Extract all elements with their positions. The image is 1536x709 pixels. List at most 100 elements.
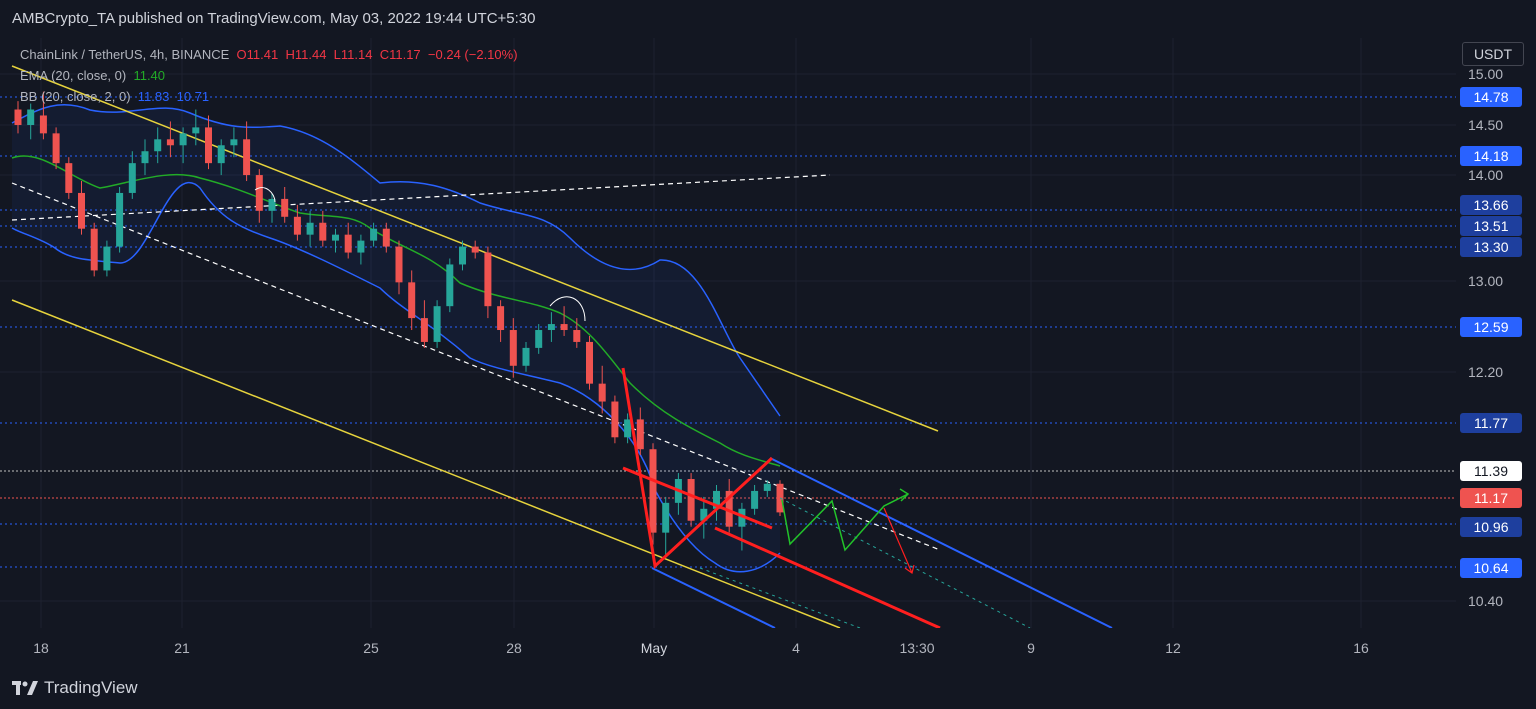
time-tick: 25 <box>363 640 379 656</box>
candle-body <box>116 192 124 247</box>
candle-body <box>179 133 187 146</box>
candle-body <box>662 502 670 533</box>
candle-body <box>700 508 708 521</box>
publisher-text: AMBCrypto_TA published on TradingView.co… <box>12 10 536 27</box>
price-tick: 10.40 <box>1468 593 1504 609</box>
time-tick: 13:30 <box>899 640 935 656</box>
price-tick: 15.00 <box>1468 66 1504 82</box>
ema-line <box>11 155 781 467</box>
candle-body <box>636 419 644 450</box>
level-tag: 12.59 <box>1460 317 1522 337</box>
candle-body <box>484 252 492 307</box>
level-tag: 13.51 <box>1460 216 1522 236</box>
projection-red-arrowhead <box>904 564 915 575</box>
grid <box>0 38 1456 628</box>
legend-ema-row[interactable]: EMA (20, close, 0) 11.40 <box>20 65 518 86</box>
candle-body <box>738 508 746 527</box>
bollinger-upper-band <box>11 103 781 417</box>
candle-body <box>598 383 606 402</box>
time-tick: 9 <box>1027 640 1035 656</box>
bollinger-lower-band <box>11 181 781 573</box>
ohlc-high: H11.44 <box>285 47 327 62</box>
bb-lower-value: 10.71 <box>176 89 210 104</box>
projection-green <box>781 493 909 552</box>
candle-body <box>65 163 73 193</box>
candle-body <box>370 228 378 241</box>
symbol-label[interactable]: ChainLink / TetherUS, 4h, BINANCE <box>20 47 230 62</box>
candle-body <box>535 330 543 348</box>
candle-body <box>560 324 568 331</box>
candle-body <box>141 151 149 164</box>
level-tag: 14.78 <box>1460 87 1522 107</box>
tradingview-logo[interactable]: TradingView <box>12 678 138 698</box>
publisher-bar: AMBCrypto_TA published on TradingView.co… <box>0 0 1536 38</box>
bb-upper-value: 11.83 <box>137 89 170 104</box>
candle-body <box>332 234 339 241</box>
level-tag: 13.66 <box>1460 195 1522 215</box>
candle-body <box>128 163 136 193</box>
candle-body <box>649 449 657 533</box>
price-chart[interactable] <box>0 38 1456 628</box>
level-tag: 13.30 <box>1460 237 1522 257</box>
price-axis[interactable]: USDT 15.00 14.50 14.00 13.00 12.20 10.40… <box>1456 38 1536 628</box>
annotation-arc <box>549 296 586 322</box>
candle-body <box>344 234 352 253</box>
price-tick: 14.00 <box>1468 167 1504 183</box>
price-tick: 12.20 <box>1468 364 1504 380</box>
projection-red <box>883 507 913 574</box>
candle-body <box>243 139 251 176</box>
time-tick: 4 <box>792 640 800 656</box>
currency-button[interactable]: USDT <box>1462 42 1524 66</box>
time-tick: 28 <box>506 640 522 656</box>
candle-body <box>763 483 771 491</box>
candle-body <box>471 246 479 253</box>
time-axis[interactable]: 18 21 25 28 May 4 13:30 9 12 16 <box>0 628 1456 664</box>
time-tick: 18 <box>33 640 49 656</box>
candle-body <box>166 139 174 146</box>
candle-body <box>281 198 289 217</box>
bollinger-band-fill <box>12 104 780 572</box>
candle-body <box>319 222 327 241</box>
candle-body <box>611 401 619 438</box>
candle-body <box>103 246 111 271</box>
candle-body <box>230 139 238 146</box>
price-tick: 14.50 <box>1468 117 1504 133</box>
candle-body <box>420 318 428 342</box>
candle-body <box>547 324 555 331</box>
level-tag: 10.96 <box>1460 517 1522 537</box>
target-dashed <box>699 497 1031 628</box>
candle-body <box>509 330 517 366</box>
footer: TradingView <box>0 664 1536 709</box>
candle-body <box>27 109 35 126</box>
annotation-arc-small <box>254 187 276 203</box>
candle-body <box>154 139 162 152</box>
chart-legend: ChainLink / TetherUS, 4h, BINANCE ​O11.4… <box>20 44 518 107</box>
time-tick: 16 <box>1353 640 1369 656</box>
time-tick: 12 <box>1165 640 1181 656</box>
candle-body <box>459 246 466 265</box>
candle-body <box>255 175 263 211</box>
candle-body <box>497 306 505 331</box>
candle-body <box>52 133 60 164</box>
price-tick: 13.00 <box>1468 273 1504 289</box>
candle-body <box>586 341 593 384</box>
candle-body <box>433 306 441 342</box>
brand-name: TradingView <box>44 678 138 697</box>
candle-body <box>446 264 454 307</box>
candle-body <box>90 228 98 271</box>
candle-body <box>395 246 403 283</box>
legend-symbol-row: ChainLink / TetherUS, 4h, BINANCE ​O11.4… <box>20 44 518 65</box>
current-price-tag: 11.17 <box>1460 488 1522 508</box>
trendline-dashed <box>11 174 941 551</box>
candle-body <box>192 127 200 134</box>
legend-bb-row[interactable]: BB (20, close, 2, 0) 11.83 10.71 <box>20 86 518 107</box>
candle-body <box>205 127 212 164</box>
flag-pattern <box>651 457 1113 628</box>
time-tick: 21 <box>174 640 190 656</box>
level-tag: 11.77 <box>1460 413 1522 433</box>
candle-body <box>624 419 632 438</box>
candle-body <box>408 282 416 319</box>
ohlc-low: L11.14 <box>333 47 373 62</box>
candle-body <box>217 145 225 164</box>
projection-green-arrowhead <box>899 488 910 502</box>
